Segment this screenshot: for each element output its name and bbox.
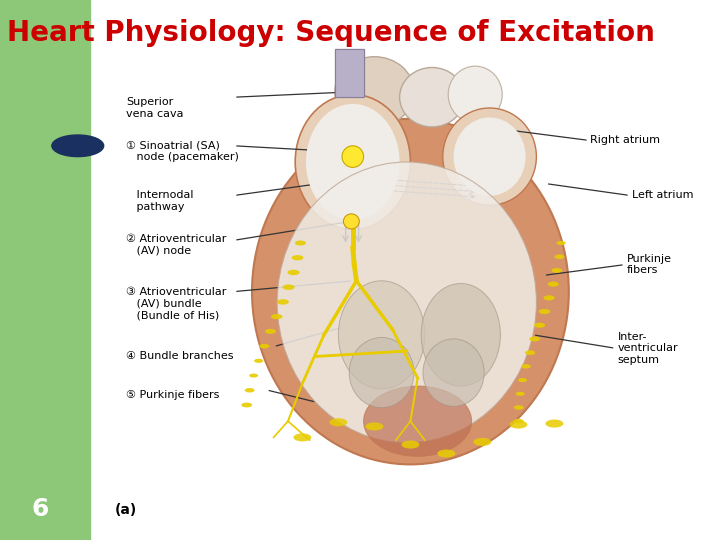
Ellipse shape xyxy=(245,388,255,393)
Ellipse shape xyxy=(295,94,410,230)
Text: Heart Physiology: Sequence of Excitation: Heart Physiology: Sequence of Excitation xyxy=(7,19,655,47)
Ellipse shape xyxy=(438,449,455,457)
Ellipse shape xyxy=(252,119,569,464)
Bar xyxy=(0,0,90,540)
Ellipse shape xyxy=(259,344,269,348)
Ellipse shape xyxy=(423,339,485,406)
Ellipse shape xyxy=(421,284,500,386)
Text: ⑤ Purkinje fibers: ⑤ Purkinje fibers xyxy=(126,390,220,400)
Ellipse shape xyxy=(241,403,252,407)
Ellipse shape xyxy=(518,378,527,382)
Ellipse shape xyxy=(338,281,425,389)
Text: ② Atrioventricular
   (AV) node: ② Atrioventricular (AV) node xyxy=(126,234,226,256)
Ellipse shape xyxy=(254,359,264,363)
Ellipse shape xyxy=(271,314,282,319)
Text: 6: 6 xyxy=(32,497,49,521)
Ellipse shape xyxy=(510,421,527,429)
Text: ① Sinoatrial (SA)
   node (pacemaker): ① Sinoatrial (SA) node (pacemaker) xyxy=(126,140,239,162)
Ellipse shape xyxy=(329,418,347,427)
Text: Right atrium: Right atrium xyxy=(590,136,660,145)
Ellipse shape xyxy=(548,282,559,287)
Ellipse shape xyxy=(364,386,472,456)
Ellipse shape xyxy=(534,323,545,328)
Text: Inter-
ventricular
septum: Inter- ventricular septum xyxy=(618,332,678,365)
Ellipse shape xyxy=(276,299,289,305)
Text: (a): (a) xyxy=(115,503,137,517)
Ellipse shape xyxy=(287,269,300,275)
Ellipse shape xyxy=(525,350,535,355)
Ellipse shape xyxy=(292,255,303,260)
Ellipse shape xyxy=(454,118,526,195)
Text: Internodal
   pathway: Internodal pathway xyxy=(126,190,194,212)
Ellipse shape xyxy=(349,338,414,408)
Ellipse shape xyxy=(514,406,523,410)
Ellipse shape xyxy=(474,438,491,446)
Ellipse shape xyxy=(52,135,104,157)
Bar xyxy=(335,49,364,97)
Text: Left atrium: Left atrium xyxy=(632,191,693,200)
Ellipse shape xyxy=(529,336,540,341)
Text: ④ Bundle branches: ④ Bundle branches xyxy=(126,351,233,361)
Ellipse shape xyxy=(295,240,306,246)
Ellipse shape xyxy=(400,68,464,127)
Ellipse shape xyxy=(343,214,359,229)
Ellipse shape xyxy=(516,392,525,396)
Ellipse shape xyxy=(557,241,566,245)
Ellipse shape xyxy=(448,66,503,123)
Ellipse shape xyxy=(335,57,414,127)
Ellipse shape xyxy=(521,364,531,369)
Ellipse shape xyxy=(265,329,276,334)
Ellipse shape xyxy=(306,104,400,220)
Ellipse shape xyxy=(342,146,364,167)
Ellipse shape xyxy=(539,309,550,314)
Ellipse shape xyxy=(552,268,562,273)
Ellipse shape xyxy=(366,422,384,430)
Ellipse shape xyxy=(546,420,563,428)
Text: Superior
vena cava: Superior vena cava xyxy=(126,97,184,119)
Ellipse shape xyxy=(544,295,555,300)
Text: ③ Atrioventricular
   (AV) bundle
   (Bundle of His): ③ Atrioventricular (AV) bundle (Bundle o… xyxy=(126,287,226,320)
Ellipse shape xyxy=(513,419,523,423)
Ellipse shape xyxy=(443,108,536,205)
Ellipse shape xyxy=(249,374,258,377)
Ellipse shape xyxy=(277,162,536,443)
Ellipse shape xyxy=(554,254,564,259)
Bar xyxy=(335,49,364,97)
Ellipse shape xyxy=(402,441,419,449)
Ellipse shape xyxy=(282,285,294,290)
Text: Purkinje
fibers: Purkinje fibers xyxy=(626,254,671,275)
Ellipse shape xyxy=(294,433,311,442)
